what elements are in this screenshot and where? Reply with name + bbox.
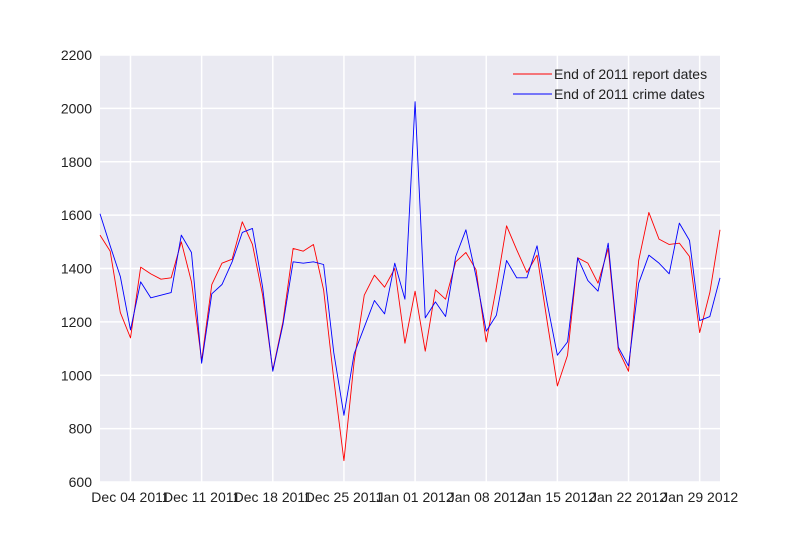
legend-label-crime-dates: End of 2011 crime dates bbox=[554, 86, 705, 102]
x-tick-label: Jan 29 2012 bbox=[661, 489, 738, 505]
legend: End of 2011 report dates End of 2011 cri… bbox=[513, 66, 707, 102]
x-tick-label: Jan 22 2012 bbox=[590, 489, 667, 505]
y-tick-label: 1200 bbox=[61, 314, 92, 330]
grid-lines bbox=[100, 54, 720, 483]
x-tick-label: Jan 08 2012 bbox=[448, 489, 525, 505]
x-tick-label: Dec 25 2011 bbox=[305, 489, 384, 505]
legend-label-report-dates: End of 2011 report dates bbox=[554, 66, 707, 82]
y-tick-label: 600 bbox=[69, 474, 93, 490]
y-tick-label: 1600 bbox=[61, 207, 92, 223]
y-tick-label: 2000 bbox=[61, 100, 92, 116]
x-tick-label: Jan 15 2012 bbox=[519, 489, 596, 505]
x-tick-label: Dec 11 2011 bbox=[163, 489, 241, 505]
x-tick-label: Dec 04 2011 bbox=[91, 489, 170, 505]
x-tick-label: Jan 01 2012 bbox=[377, 489, 454, 505]
y-tick-label: 1800 bbox=[61, 154, 92, 170]
y-tick-label: 1000 bbox=[61, 367, 92, 383]
series-lines bbox=[99, 101, 721, 462]
x-tick-label: Dec 18 2011 bbox=[234, 489, 313, 505]
y-tick-label: 800 bbox=[69, 421, 93, 437]
y-axis-ticks: 600 800 1000 1200 1400 1600 1800 2000 2200 bbox=[61, 47, 92, 490]
y-tick-label: 2200 bbox=[61, 47, 92, 63]
series-line-1 bbox=[99, 101, 721, 416]
y-tick-label: 1400 bbox=[61, 261, 92, 277]
